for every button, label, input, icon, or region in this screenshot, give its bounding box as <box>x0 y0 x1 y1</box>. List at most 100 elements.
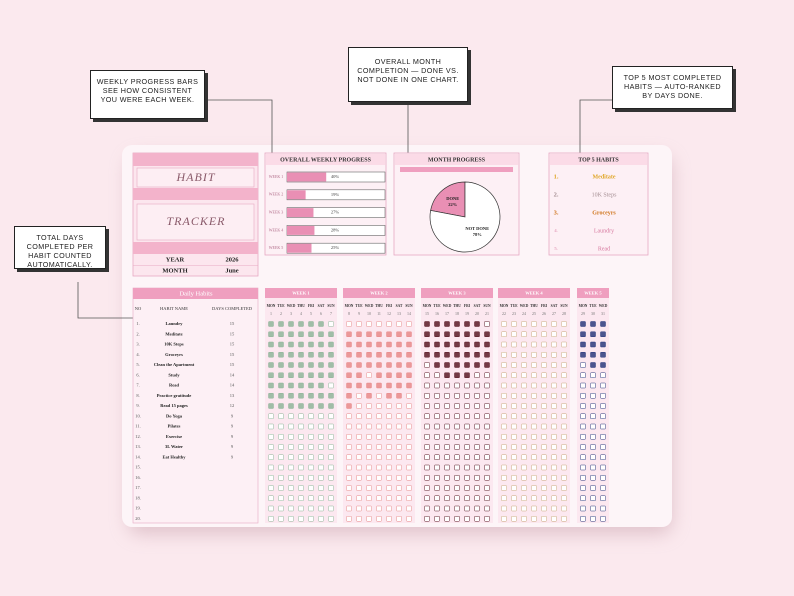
checkbox <box>444 413 450 419</box>
checkbox <box>356 444 362 450</box>
day-name: TUE <box>355 304 363 308</box>
column-header: NO <box>135 306 142 311</box>
checkbox <box>356 464 362 471</box>
checkbox <box>356 475 362 481</box>
checkbox <box>406 413 412 419</box>
date: 23 <box>512 311 516 316</box>
checkbox <box>328 475 334 481</box>
column-header: DAYS COMPLETED <box>212 306 253 311</box>
checkbox <box>521 341 527 348</box>
checkbox <box>356 423 362 430</box>
day-name: SAT <box>474 304 481 308</box>
checkbox <box>396 464 402 471</box>
checkbox <box>474 516 480 522</box>
checkbox <box>298 495 304 501</box>
week-title: WEEK 2 <box>370 291 388 296</box>
checkbox <box>386 382 392 389</box>
checkbox <box>396 423 402 430</box>
checkbox <box>366 505 372 512</box>
checkbox <box>474 382 480 389</box>
checkbox <box>484 423 490 430</box>
checkbox <box>278 331 284 337</box>
days-completed: 9 <box>231 454 234 459</box>
checkbox <box>406 331 412 337</box>
checkbox <box>444 464 450 471</box>
checkbox <box>396 505 402 512</box>
panel-title-bar <box>550 154 647 165</box>
checkbox <box>484 382 490 389</box>
checkbox <box>386 393 392 399</box>
checkbox <box>278 444 284 450</box>
checkbox <box>288 372 294 378</box>
checkbox <box>376 403 382 409</box>
checkbox <box>298 475 304 481</box>
day-name: TUE <box>277 304 285 308</box>
checkbox <box>474 393 480 399</box>
checkbox <box>600 362 606 368</box>
checkbox <box>521 413 527 419</box>
checkbox <box>376 331 382 337</box>
checkbox <box>501 485 507 491</box>
checkbox <box>356 413 362 419</box>
checkbox <box>521 331 527 337</box>
day-name: THU <box>375 304 383 308</box>
checkbox <box>561 464 567 471</box>
days-completed: 14 <box>230 372 235 377</box>
checkbox <box>268 352 274 358</box>
checkbox <box>511 444 517 450</box>
checkbox <box>580 403 586 409</box>
checkbox <box>386 413 392 419</box>
checkbox <box>366 413 372 419</box>
year-value: 2026 <box>226 256 240 263</box>
checkbox <box>580 362 586 368</box>
checkbox <box>308 393 314 399</box>
checkbox <box>396 475 402 481</box>
checkbox <box>356 454 362 460</box>
checkbox <box>366 495 372 501</box>
checkbox <box>551 454 557 460</box>
column-header: HABIT NAME <box>160 306 188 311</box>
checkbox <box>366 331 372 337</box>
checkbox <box>434 434 440 440</box>
date: 27 <box>552 311 556 316</box>
checkbox <box>531 393 537 399</box>
checkbox <box>464 454 470 460</box>
day-name: FRI <box>464 304 471 308</box>
checkbox <box>318 352 324 358</box>
checkbox <box>268 321 274 327</box>
checkbox <box>454 403 460 409</box>
checkbox <box>444 434 450 440</box>
checkbox <box>308 423 314 430</box>
checkbox <box>501 413 507 419</box>
date: 2 <box>280 311 282 316</box>
days-completed: 15 <box>230 321 235 326</box>
checkbox <box>511 495 517 501</box>
checkbox <box>346 393 352 399</box>
checkbox <box>386 454 392 460</box>
day-name: THU <box>453 304 461 308</box>
checkbox <box>318 505 324 512</box>
checkbox <box>278 434 284 440</box>
checkbox <box>346 485 352 491</box>
checkbox <box>561 434 567 440</box>
checkbox <box>501 321 507 327</box>
panel <box>264 152 387 256</box>
checkbox <box>454 382 460 389</box>
checkbox <box>288 413 294 419</box>
panel-title: OVERALL WEEKLY PROGRESS <box>280 157 371 163</box>
checkbox <box>396 321 402 327</box>
checkbox <box>346 454 352 460</box>
checkbox <box>454 393 460 399</box>
checkbox <box>464 382 470 389</box>
checkbox <box>521 434 527 440</box>
checkbox <box>376 464 382 471</box>
checkbox <box>318 444 324 450</box>
checkbox <box>278 516 284 522</box>
checkbox <box>376 372 382 378</box>
day-name: THU <box>297 304 305 308</box>
checkbox <box>444 321 450 327</box>
checkbox <box>444 505 450 512</box>
checkbox <box>521 382 527 389</box>
day-name: MON <box>423 304 432 308</box>
